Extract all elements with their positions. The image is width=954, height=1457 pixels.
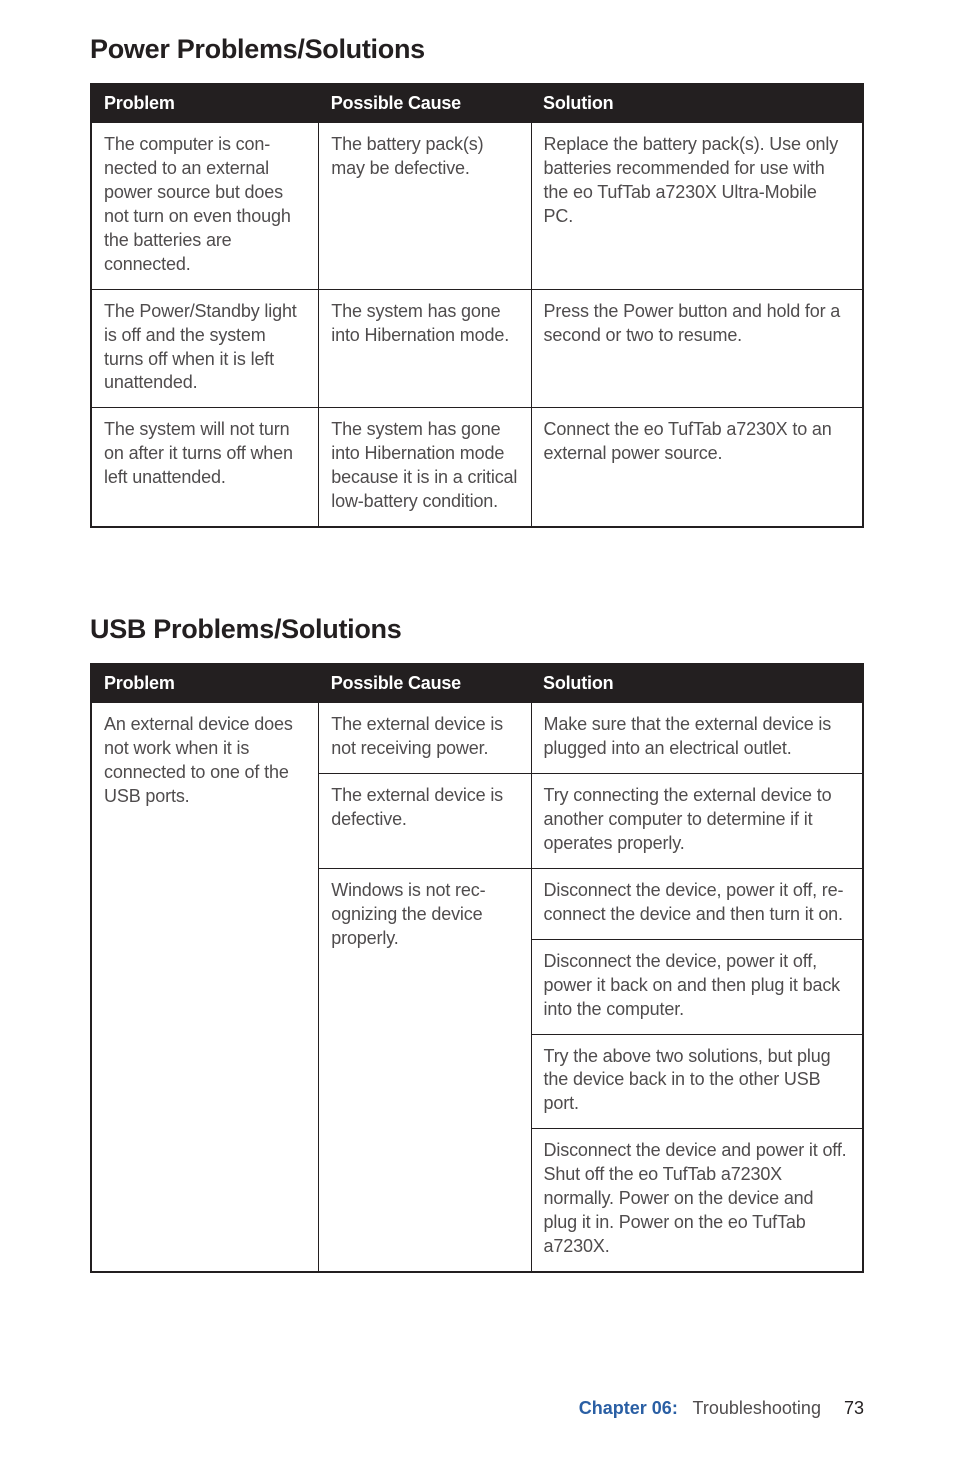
- page-footer: Chapter 06: Troubleshooting 73: [579, 1398, 864, 1419]
- chapter-label: Chapter 06:: [579, 1398, 678, 1418]
- usb-heading: USB Problems/Solutions: [90, 614, 864, 645]
- cell-solution: Connect the eo TufTab a7230X to an exter…: [531, 408, 863, 527]
- cell-solution: Press the Power button and hold for a se…: [531, 289, 863, 408]
- cell-solution: Disconnect the device, power it off, re­…: [531, 868, 863, 939]
- cell-cause: The external device is defective.: [319, 774, 531, 869]
- power-table: Problem Possible Cause Solution The comp…: [90, 83, 864, 528]
- table-row: The system will not turn on after it tur…: [91, 408, 863, 527]
- cell-cause: Windows is not rec­ognizing the device p…: [319, 868, 531, 1272]
- table-row: An external device does not work when it…: [91, 703, 863, 774]
- page-number: 73: [844, 1398, 864, 1418]
- col-header-cause: Possible Cause: [319, 84, 531, 123]
- cell-solution: Disconnect the device, power it off, pow…: [531, 939, 863, 1034]
- table-header-row: Problem Possible Cause Solution: [91, 664, 863, 703]
- cell-problem: The computer is con­nected to an externa…: [91, 123, 319, 290]
- cell-solution: Disconnect the device and power it off. …: [531, 1129, 863, 1272]
- usb-table: Problem Possible Cause Solution An exter…: [90, 663, 864, 1273]
- power-heading: Power Problems/Solutions: [90, 34, 864, 65]
- cell-problem: The system will not turn on after it tur…: [91, 408, 319, 527]
- chapter-title: Troubleshooting: [693, 1398, 821, 1418]
- table-row: The Power/Standby light is off and the s…: [91, 289, 863, 408]
- cell-problem: An external device does not work when it…: [91, 703, 319, 1272]
- cell-cause: The external device is not receiving pow…: [319, 703, 531, 774]
- page: Power Problems/Solutions Problem Possibl…: [0, 0, 954, 1457]
- col-header-solution: Solution: [531, 84, 863, 123]
- cell-solution: Make sure that the external device is pl…: [531, 703, 863, 774]
- cell-solution: Try connecting the external device to an…: [531, 774, 863, 869]
- cell-cause: The system has gone into Hibernation mod…: [319, 289, 531, 408]
- cell-cause: The battery pack(s) may be defective.: [319, 123, 531, 290]
- col-header-problem: Problem: [91, 84, 319, 123]
- table-header-row: Problem Possible Cause Solution: [91, 84, 863, 123]
- cell-problem: The Power/Standby light is off and the s…: [91, 289, 319, 408]
- col-header-solution: Solution: [531, 664, 863, 703]
- col-header-cause: Possible Cause: [319, 664, 531, 703]
- cell-solution: Try the above two solutions, but plug th…: [531, 1034, 863, 1129]
- table-row: The computer is con­nected to an externa…: [91, 123, 863, 290]
- cell-solution: Replace the battery pack(s). Use only ba…: [531, 123, 863, 290]
- cell-cause: The system has gone into Hibernation mod…: [319, 408, 531, 527]
- col-header-problem: Problem: [91, 664, 319, 703]
